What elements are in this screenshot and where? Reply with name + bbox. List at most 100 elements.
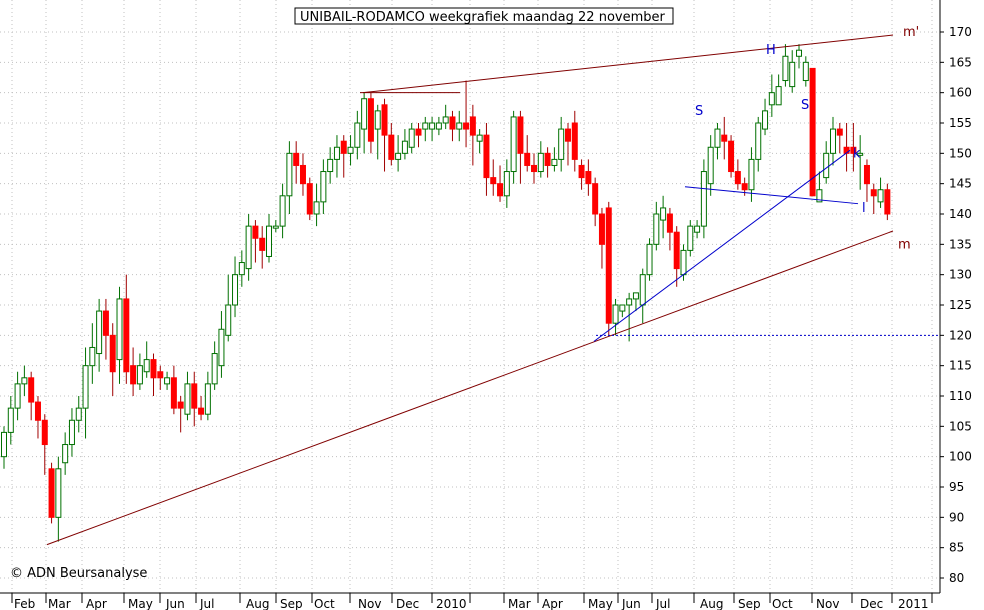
candle-down (299, 164, 306, 185)
x-tick-label: Feb (14, 597, 35, 610)
candle-up (816, 189, 823, 203)
candle-down (48, 468, 55, 518)
candle-up (510, 116, 517, 173)
candle-up (401, 140, 408, 154)
candle-down (836, 128, 843, 136)
trendline-label: m (898, 237, 911, 252)
candle-up (361, 98, 368, 130)
chart-title-box: UNIBAIL-RODAMCO weekgrafiek maandag 22 n… (294, 7, 674, 25)
candle-up (164, 377, 171, 385)
candle-down (170, 377, 177, 409)
candle-up (55, 468, 62, 518)
candle-down (585, 171, 592, 185)
chart-title: UNIBAIL-RODAMCO weekgrafiek maandag 22 n… (300, 10, 665, 25)
candle-down (490, 177, 497, 185)
candle-down (123, 298, 130, 373)
x-tick-label: 2010 (436, 597, 467, 610)
candle-up (435, 122, 442, 130)
candle-up (89, 346, 96, 367)
trendline-label: k (853, 146, 861, 161)
candle-down (741, 183, 748, 191)
y-tick-label: 145 (949, 177, 972, 191)
x-tick-label: Jun (165, 597, 185, 610)
candle-down (252, 225, 259, 239)
candle-up (782, 55, 789, 82)
candle-up (768, 92, 775, 106)
candle-down (34, 401, 41, 421)
candle-up (232, 274, 239, 306)
candle-down (306, 183, 313, 215)
candle-up (395, 152, 402, 160)
candle-down (728, 140, 735, 173)
copyright-text: © ADN Beursanalyse (10, 566, 147, 581)
candle-down (884, 189, 891, 215)
candle-down (863, 164, 870, 185)
candle-down (415, 128, 422, 136)
y-tick-label: 130 (949, 268, 972, 282)
y-tick-label: 165 (949, 55, 972, 69)
y-tick-label: 85 (949, 541, 964, 555)
pattern-label: S (801, 98, 809, 113)
trendline (362, 34, 894, 94)
candle-up (632, 292, 639, 300)
candle-down (449, 116, 456, 130)
candle-up (429, 122, 436, 130)
candle-up (802, 61, 809, 82)
candle-up (551, 158, 558, 166)
candle-down (564, 128, 571, 142)
candle-up (823, 152, 830, 179)
candle-up (286, 152, 293, 197)
candle-up (748, 158, 755, 191)
candle-down (483, 134, 490, 179)
candle-down (41, 419, 48, 446)
candle-up (660, 207, 667, 221)
candle-up (14, 383, 21, 409)
x-tick-label: May (588, 597, 613, 610)
candle-up (789, 61, 796, 88)
x-tick-label: Mar (48, 597, 71, 610)
candle-down (150, 359, 157, 379)
candle-up (313, 201, 320, 215)
x-tick-label: Mar (508, 597, 531, 610)
candle-up (877, 189, 884, 203)
candle-up (21, 377, 28, 385)
x-tick-label: Apr (86, 597, 107, 610)
y-tick-label: 125 (949, 298, 972, 312)
candle-up (700, 171, 707, 227)
candle-down (28, 377, 35, 403)
candle-down (497, 183, 504, 197)
candle-up (687, 225, 694, 251)
candle-down (198, 407, 205, 415)
candle-up (646, 243, 653, 276)
candle-up (354, 122, 361, 148)
candle-up (347, 146, 354, 154)
candle-up (653, 213, 660, 245)
candle-up (503, 171, 510, 197)
candle-down (850, 146, 857, 154)
candle-up (694, 225, 701, 233)
x-tick-label: Apr (542, 597, 563, 610)
candle-down (734, 171, 741, 185)
y-tick-label: 115 (949, 359, 972, 373)
candle-up (75, 407, 82, 421)
candle-up (639, 274, 646, 306)
y-tick-label: 110 (949, 389, 972, 403)
candle-down (721, 134, 728, 142)
candle-down (571, 122, 578, 160)
x-tick-label: Sep (280, 597, 303, 610)
candle-down (340, 140, 347, 154)
y-tick-label: 170 (949, 25, 972, 39)
candle-down (130, 365, 137, 385)
candle-up (422, 122, 429, 130)
trendline-label: m' (903, 25, 919, 40)
candle-up (537, 152, 544, 173)
candle-down (388, 134, 395, 160)
candle-up (442, 116, 449, 124)
candle-up (408, 128, 415, 148)
candle-down (102, 310, 109, 336)
trendlines: m' m k l H S S (46, 25, 940, 546)
y-tick-label: 90 (949, 510, 964, 524)
candle-up (184, 383, 191, 415)
y-tick-label: 95 (949, 480, 964, 494)
